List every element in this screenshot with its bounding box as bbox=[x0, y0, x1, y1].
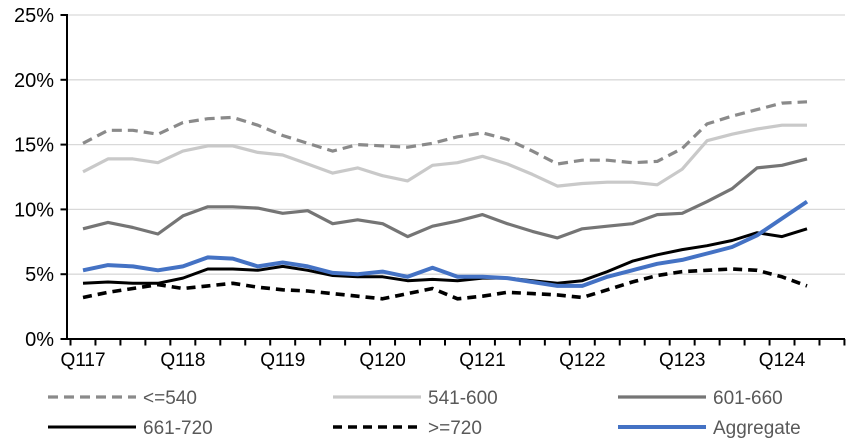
y-tick-label: 5% bbox=[25, 264, 54, 286]
series-line-661-720 bbox=[82, 227, 808, 285]
y-tick-label: 20% bbox=[14, 70, 54, 92]
legend-label: 661-720 bbox=[143, 418, 213, 439]
y-tick-label: 0% bbox=[25, 329, 54, 351]
series-line-601-660 bbox=[82, 157, 808, 240]
legend-label: >=720 bbox=[428, 418, 482, 439]
legend-label: 541-600 bbox=[428, 388, 498, 409]
y-tick-label: 15% bbox=[14, 135, 54, 157]
x-tick-label: Q118 bbox=[160, 350, 205, 371]
x-tick-label: Q120 bbox=[359, 350, 405, 371]
x-tick-label: Q124 bbox=[759, 350, 806, 371]
x-tick-label: Q117 bbox=[60, 350, 105, 371]
series-line--540 bbox=[82, 100, 808, 166]
x-tick-label: Q123 bbox=[659, 350, 705, 371]
x-tick-label: Q119 bbox=[260, 350, 305, 371]
y-tick-label: 25% bbox=[14, 5, 54, 27]
legend-label: 601-660 bbox=[713, 388, 783, 409]
y-tick-label: 10% bbox=[14, 199, 54, 221]
legend-label: <=540 bbox=[143, 388, 197, 409]
series-line--720 bbox=[82, 267, 808, 301]
x-tick-label: Q121 bbox=[459, 350, 505, 371]
x-tick-label: Q122 bbox=[559, 350, 605, 371]
series-line-aggregate bbox=[82, 199, 809, 288]
series-line-541-600 bbox=[82, 123, 807, 188]
legend-label: Aggregate bbox=[713, 418, 801, 439]
